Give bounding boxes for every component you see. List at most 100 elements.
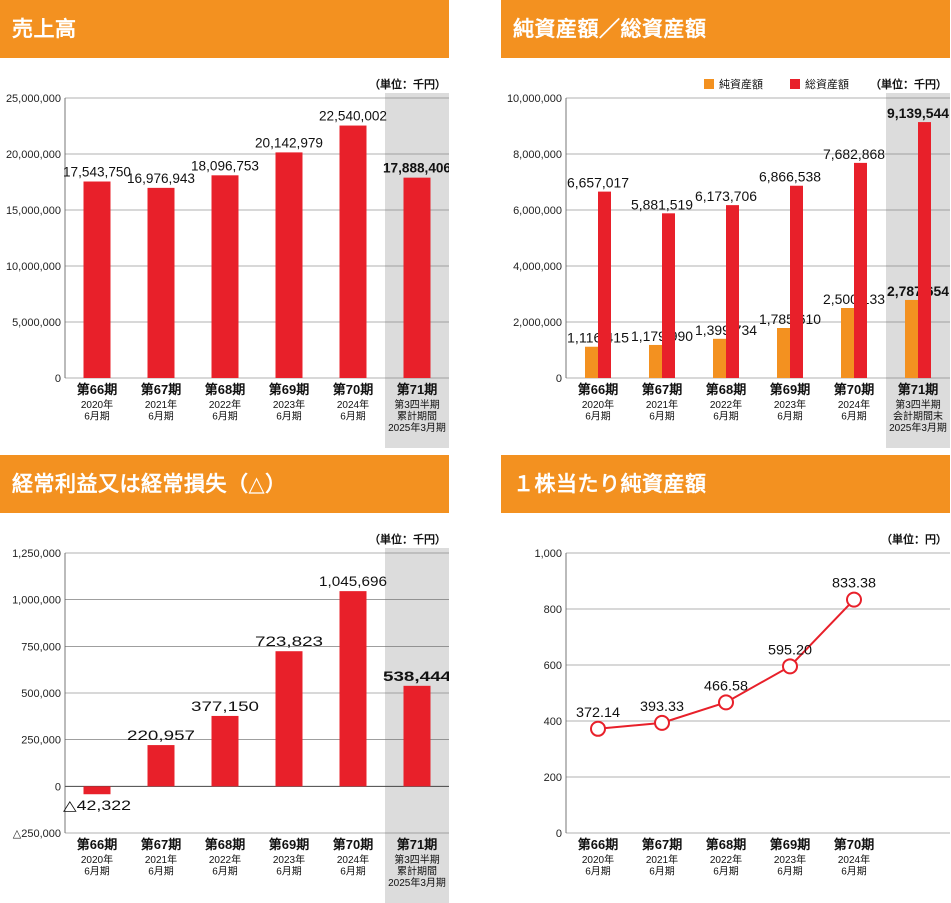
x-sub-label: 2023年 (774, 398, 806, 411)
data-label: 1,045,696 (319, 573, 387, 589)
x-sub-label: 6月期 (841, 411, 867, 423)
data-label: 5,881,519 (631, 196, 693, 212)
bar (598, 191, 611, 378)
y-tick-label: 600 (544, 660, 562, 672)
x-sub-label: 2025年3月期 (388, 876, 446, 889)
x-sub-label: 6月期 (212, 411, 238, 423)
x-category-label: 第69期 (269, 837, 309, 852)
x-sub-label: 第3四半期 (394, 398, 440, 411)
data-label: 393.33 (640, 698, 684, 714)
bar (211, 715, 239, 787)
bar (147, 187, 175, 378)
unit-label: （単位：千円） (369, 77, 446, 91)
y-tick-label: 400 (544, 716, 562, 728)
data-label: 16,976,943 (127, 170, 195, 186)
x-sub-label: 6月期 (713, 411, 739, 423)
legend-swatch (790, 79, 800, 89)
y-tick-label: 8,000,000 (513, 149, 562, 161)
data-label: 595.20 (768, 641, 812, 657)
y-tick-label: 800 (544, 604, 562, 616)
data-point (718, 694, 734, 711)
bar (841, 307, 854, 378)
y-tick-label: 25,000,000 (6, 93, 61, 105)
chart-title: 純資産額／総資産額 (501, 0, 950, 58)
x-category-label: 第70期 (834, 837, 874, 852)
bar (275, 651, 303, 787)
x-sub-label: 2022年 (209, 398, 241, 411)
panel-assets: 純資産額／総資産額 （単位：千円） 0 2,000,000 4,000,000 6,00… (501, 0, 950, 448)
data-label: 7,682,868 (823, 146, 885, 162)
x-category-label: 第66期 (578, 382, 618, 397)
x-category-label: 第71期 (397, 382, 437, 397)
x-sub-label: 6月期 (84, 866, 110, 878)
y-tick-label: 5,000,000 (12, 317, 61, 329)
x-category-label: 第67期 (642, 837, 682, 852)
legend-swatch (704, 79, 714, 89)
bar (83, 181, 111, 378)
bar (726, 205, 739, 378)
x-sub-label: 6月期 (340, 866, 366, 878)
bar (403, 177, 431, 378)
bar (662, 213, 675, 378)
bar (777, 328, 790, 378)
unit-label: （単位：千円） (369, 532, 446, 546)
bar (854, 162, 867, 378)
y-tick-label: 250,000 (21, 735, 61, 747)
data-label: 833.38 (832, 575, 876, 591)
x-category-label: 第68期 (706, 837, 746, 852)
x-sub-label: 2021年 (145, 853, 177, 866)
x-category-label: 第71期 (397, 837, 437, 852)
y-tick-label: 750,000 (21, 641, 61, 653)
y-tick-label: 10,000,000 (6, 261, 61, 273)
data-label: 377,150 (191, 698, 259, 714)
data-label: 466.58 (704, 677, 748, 693)
x-sub-label: 6月期 (649, 411, 675, 423)
x-sub-label: 2022年 (710, 853, 742, 866)
x-sub-label: 第3四半期 (394, 853, 440, 866)
x-sub-label: 会計期間末 (893, 410, 943, 423)
x-category-label: 第71期 (898, 382, 938, 397)
x-sub-label: 6月期 (713, 866, 739, 878)
x-sub-label: 2024年 (838, 398, 870, 411)
bar (585, 346, 598, 378)
y-tick-label: 0 (55, 373, 61, 385)
legend-label: 総資産額 (805, 77, 849, 91)
x-sub-label: 2024年 (337, 853, 369, 866)
y-tick-label: 1,000 (534, 548, 562, 560)
bar (905, 299, 918, 378)
x-sub-label: 6月期 (585, 866, 611, 878)
bar (275, 152, 303, 378)
panel-profit: 経常利益又は経常損失（△） （単位：千円） △250,000 0 250,000 500… (0, 455, 449, 903)
data-label: 20,142,979 (255, 134, 323, 150)
x-sub-label: 6月期 (276, 866, 302, 878)
x-sub-label: 6月期 (841, 866, 867, 878)
data-label: 22,540,002 (319, 108, 387, 124)
x-sub-label: 2023年 (273, 853, 305, 866)
x-category-label: 第67期 (642, 382, 682, 397)
data-point (590, 720, 606, 737)
x-sub-label: 2022年 (710, 398, 742, 411)
chart-title: １株当たり純資産額 (501, 455, 950, 513)
x-sub-label: 2021年 (646, 398, 678, 411)
x-category-label: 第69期 (770, 837, 810, 852)
bar (339, 125, 367, 379)
data-label: 6,657,017 (567, 175, 629, 191)
data-label: 6,173,706 (695, 188, 757, 204)
y-tick-label: 4,000,000 (513, 261, 562, 273)
x-sub-label: 2024年 (838, 853, 870, 866)
x-sub-label: 2023年 (774, 853, 806, 866)
bar (147, 745, 175, 787)
data-label: 538,444 (383, 668, 449, 684)
x-sub-label: 2025年3月期 (388, 421, 446, 434)
x-sub-label: 2020年 (81, 853, 113, 866)
data-point (654, 714, 670, 731)
data-label: 17,543,750 (63, 164, 131, 180)
legend-label: 純資産額 (719, 78, 763, 91)
y-tick-label: 1,250,000 (12, 548, 61, 560)
x-category-label: 第68期 (706, 382, 746, 397)
y-tick-label: 0 (556, 373, 562, 385)
data-label: 372.14 (576, 704, 620, 720)
x-category-label: 第70期 (834, 382, 874, 397)
unit-label: （単位：千円） (870, 77, 947, 91)
data-label: △42,322 (63, 797, 131, 813)
